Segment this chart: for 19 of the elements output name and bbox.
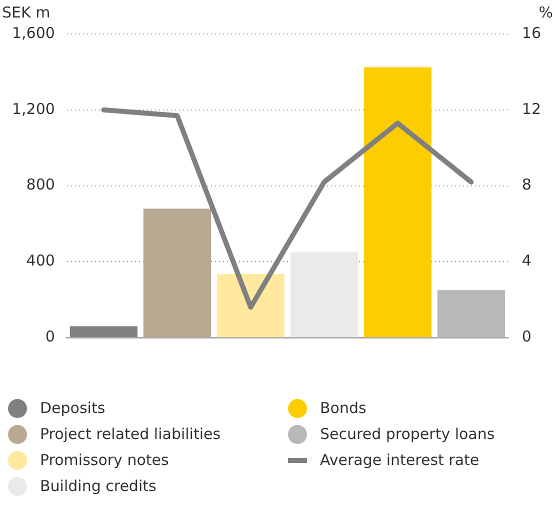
y2-axis-title: % [538, 3, 553, 22]
legend-label: Deposits [40, 399, 106, 417]
y-tick-label: 0 [45, 327, 55, 346]
legend-label: Average interest rate [320, 451, 480, 469]
legend-label: Promissory notes [40, 451, 169, 469]
y-tick-label: 800 [26, 176, 55, 194]
y2-tick-label: 16 [522, 24, 542, 42]
y2-tick-label: 4 [522, 252, 532, 270]
legend-label: Secured property loans [320, 425, 495, 443]
y-axis-title: SEK m [2, 3, 50, 22]
y2-tick-label: 8 [522, 176, 532, 194]
legend-label: Project related liabilities [40, 425, 221, 443]
y-tick-label: 1,200 [12, 100, 55, 118]
legend-label: Bonds [320, 399, 366, 417]
y2-tick-label: 12 [522, 100, 542, 118]
y-tick-label: 400 [26, 252, 55, 270]
y-tick-label: 1,600 [12, 24, 55, 42]
y2-tick-label: 0 [522, 327, 532, 346]
legend-label: Building credits [40, 477, 156, 495]
